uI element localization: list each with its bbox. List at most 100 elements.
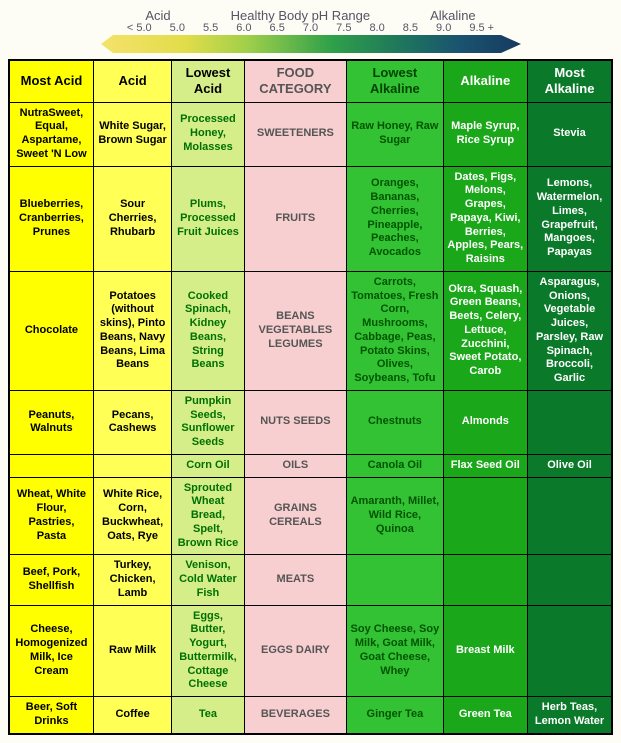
column-header: Most Alkaline	[528, 60, 612, 102]
table-cell: Chestnuts	[347, 390, 443, 454]
table-cell: Cooked Spinach, Kidney Beans, String Bea…	[172, 271, 244, 390]
table-cell: EGGS DAIRY	[244, 605, 347, 697]
legend-tick: 6.0	[236, 22, 251, 34]
table-cell: Asparagus, Onions, Vegetable Juices, Par…	[528, 271, 612, 390]
table-cell	[528, 555, 612, 605]
table-cell: Blueberries, Cranberries, Prunes	[9, 166, 93, 271]
table-cell: Maple Syrup, Rice Syrup	[443, 102, 527, 166]
table-cell: Sprouted Wheat Bread, Spelt, Brown Rice	[172, 477, 244, 555]
legend-title: Healthy Body pH Range	[231, 8, 370, 23]
table-cell: White Rice, Corn, Buckwheat, Oats, Rye	[93, 477, 171, 555]
legend-right: Alkaline	[430, 8, 476, 23]
table-cell: Tea	[172, 697, 244, 734]
table-cell: Eggs, Butter, Yogurt, Buttermilk, Cottag…	[172, 605, 244, 697]
table-row: Peanuts, WalnutsPecans, CashewsPumpkin S…	[9, 390, 612, 454]
legend-tick: 8.5	[403, 22, 418, 34]
column-header: FOOD CATEGORY	[244, 60, 347, 102]
table-cell: BEVERAGES	[244, 697, 347, 734]
table-cell: Oranges, Bananas, Cherries, Pineapple, P…	[347, 166, 443, 271]
table-cell	[347, 555, 443, 605]
ph-gradient-bar	[101, 35, 521, 53]
legend-ticks: < 5.0 5.0 5.5 6.0 6.5 7.0 7.5 8.0 8.5 9.0 9.5 +	[8, 22, 613, 34]
table-cell: Raw Honey, Raw Sugar	[347, 102, 443, 166]
table-cell: Breast Milk	[443, 605, 527, 697]
table-cell: Green Tea	[443, 697, 527, 734]
table-cell: MEATS	[244, 555, 347, 605]
legend-tick: 6.5	[270, 22, 285, 34]
table-cell: FRUITS	[244, 166, 347, 271]
column-header: Acid	[93, 60, 171, 102]
table-cell: White Sugar, Brown Sugar	[93, 102, 171, 166]
table-cell: Sour Cherries, Rhubarb	[93, 166, 171, 271]
table-cell: Pumpkin Seeds, Sunflower Seeds	[172, 390, 244, 454]
legend-tick: 8.0	[369, 22, 384, 34]
table-cell	[528, 477, 612, 555]
table-row: NutraSweet, Equal, Aspartame, Sweet 'N L…	[9, 102, 612, 166]
column-header: Lowest Alkaline	[347, 60, 443, 102]
legend-left: Acid	[145, 8, 170, 23]
table-row: Cheese, Homogenized Milk, Ice CreamRaw M…	[9, 605, 612, 697]
table-cell: Flax Seed Oil	[443, 454, 527, 477]
table-row: Blueberries, Cranberries, PrunesSour Che…	[9, 166, 612, 271]
table-row: Beer, Soft DrinksCoffeeTeaBEVERAGESGinge…	[9, 697, 612, 734]
table-cell: Amaranth, Millet, Wild Rice, Quinoa	[347, 477, 443, 555]
legend-tick: 9.5 +	[469, 22, 494, 34]
table-cell: Carrots, Tomatoes, Fresh Corn, Mushrooms…	[347, 271, 443, 390]
table-row: Beef, Pork, ShellfishTurkey, Chicken, La…	[9, 555, 612, 605]
legend-tick: 5.5	[203, 22, 218, 34]
legend-tick: 9.0	[436, 22, 451, 34]
table-cell: NUTS SEEDS	[244, 390, 347, 454]
table-cell: Herb Teas, Lemon Water	[528, 697, 612, 734]
table-cell: Olive Oil	[528, 454, 612, 477]
table-body: NutraSweet, Equal, Aspartame, Sweet 'N L…	[9, 102, 612, 734]
table-cell: Chocolate	[9, 271, 93, 390]
table-cell	[528, 605, 612, 697]
table-cell: Cheese, Homogenized Milk, Ice Cream	[9, 605, 93, 697]
table-cell: Coffee	[93, 697, 171, 734]
table-cell: Ginger Tea	[347, 697, 443, 734]
legend-tick: 7.5	[336, 22, 351, 34]
table-cell: BEANS VEGETABLES LEGUMES	[244, 271, 347, 390]
table-cell: Wheat, White Flour, Pastries, Pasta	[9, 477, 93, 555]
column-header: Lowest Acid	[172, 60, 244, 102]
table-cell: Turkey, Chicken, Lamb	[93, 555, 171, 605]
table-row: Wheat, White Flour, Pastries, PastaWhite…	[9, 477, 612, 555]
table-cell: Almonds	[443, 390, 527, 454]
table-cell	[443, 477, 527, 555]
ph-legend: Acid Healthy Body pH Range Alkaline < 5.…	[8, 8, 613, 53]
table-cell: NutraSweet, Equal, Aspartame, Sweet 'N L…	[9, 102, 93, 166]
column-header: Alkaline	[443, 60, 527, 102]
legend-labels: Acid Healthy Body pH Range Alkaline	[8, 8, 613, 23]
table-cell: Pecans, Cashews	[93, 390, 171, 454]
table-cell	[528, 390, 612, 454]
table-cell: Okra, Squash, Green Beans, Beets, Celery…	[443, 271, 527, 390]
table-cell: Dates, Figs, Melons, Grapes, Papaya, Kiw…	[443, 166, 527, 271]
legend-tick: 5.0	[170, 22, 185, 34]
table-cell: Soy Cheese, Soy Milk, Goat Milk, Goat Ch…	[347, 605, 443, 697]
table-row: Corn OilOILSCanola OilFlax Seed OilOlive…	[9, 454, 612, 477]
table-cell: Stevia	[528, 102, 612, 166]
table-cell: Peanuts, Walnuts	[9, 390, 93, 454]
table-cell: Corn Oil	[172, 454, 244, 477]
table-cell: Plums, Processed Fruit Juices	[172, 166, 244, 271]
table-cell: Potatoes (without skins), Pinto Beans, N…	[93, 271, 171, 390]
table-cell: GRAINS CEREALS	[244, 477, 347, 555]
table-cell: Canola Oil	[347, 454, 443, 477]
table-cell	[443, 555, 527, 605]
table-cell: OILS	[244, 454, 347, 477]
table-cell: Beer, Soft Drinks	[9, 697, 93, 734]
header-row: Most AcidAcidLowest AcidFOOD CATEGORYLow…	[9, 60, 612, 102]
table-cell	[9, 454, 93, 477]
table-cell: SWEETENERS	[244, 102, 347, 166]
legend-tick: < 5.0	[127, 22, 152, 34]
table-cell: Lemons, Watermelon, Limes, Grapefruit, M…	[528, 166, 612, 271]
table-cell: Venison, Cold Water Fish	[172, 555, 244, 605]
table-cell: Raw Milk	[93, 605, 171, 697]
column-header: Most Acid	[9, 60, 93, 102]
table-cell	[93, 454, 171, 477]
food-ph-table: Most AcidAcidLowest AcidFOOD CATEGORYLow…	[8, 59, 613, 735]
table-row: ChocolatePotatoes (without skins), Pinto…	[9, 271, 612, 390]
table-cell: Processed Honey, Molasses	[172, 102, 244, 166]
table-cell: Beef, Pork, Shellfish	[9, 555, 93, 605]
legend-tick: 7.0	[303, 22, 318, 34]
